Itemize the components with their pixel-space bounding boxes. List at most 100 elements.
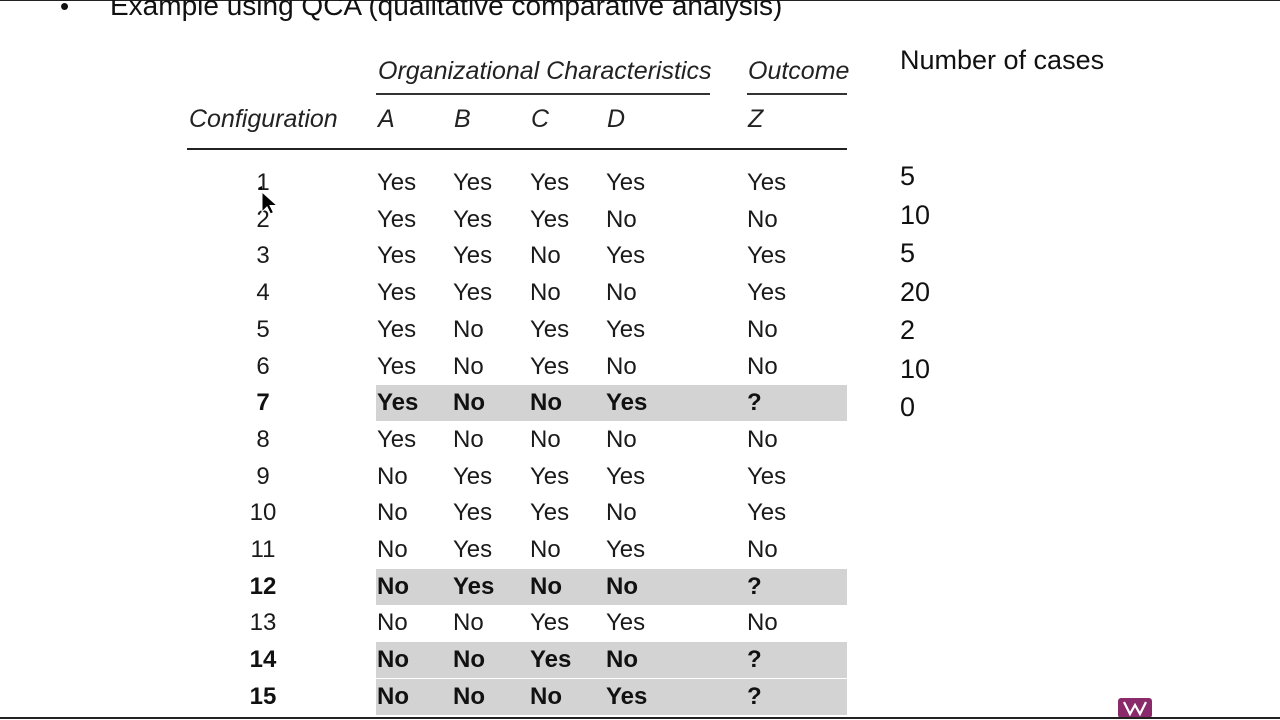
- cell-z: No: [747, 609, 778, 636]
- column-header-z: Z: [748, 105, 764, 133]
- column-header-d: D: [607, 105, 626, 133]
- cell-b: Yes: [453, 499, 493, 526]
- case-count: 10: [900, 200, 931, 230]
- cell-d: No: [606, 426, 637, 453]
- table-row: 12 No Yes No No?: [0, 569, 1280, 605]
- cell-d: Yes: [606, 316, 646, 343]
- group-header-underline: [376, 93, 710, 95]
- cell-b: No: [453, 426, 484, 453]
- cell-z: Yes: [747, 242, 787, 269]
- cell-b: No: [453, 646, 485, 673]
- cell-d: No: [606, 353, 637, 380]
- cell-a: No: [377, 646, 409, 673]
- cell-b: Yes: [453, 536, 493, 563]
- cell-c: Yes: [530, 206, 570, 233]
- cell-c: No: [530, 683, 562, 710]
- cell-a: No: [377, 499, 408, 526]
- case-count: 2: [900, 315, 916, 345]
- cell-a: Yes: [377, 242, 417, 269]
- cell-configuration: 15: [249, 683, 277, 710]
- cell-configuration: 14: [249, 646, 277, 673]
- cell-c: No: [530, 426, 561, 453]
- cell-c: Yes: [530, 463, 570, 490]
- row-highlight: [376, 642, 847, 678]
- bullet-glyph: •: [60, 0, 70, 21]
- cell-d: Yes: [606, 536, 646, 563]
- cell-configuration: 4: [256, 279, 270, 306]
- cell-a: Yes: [377, 389, 419, 416]
- table-row: 7 Yes No No Yes?: [0, 385, 1280, 421]
- column-header-configuration: Configuration: [189, 105, 338, 133]
- cell-a: No: [377, 573, 409, 600]
- cell-b: No: [453, 353, 484, 380]
- cell-d: Yes: [606, 242, 646, 269]
- slide-top-border: [0, 0, 1280, 1]
- cell-b: Yes: [453, 242, 493, 269]
- move-cursor-icon: [258, 186, 279, 215]
- column-header-b: B: [454, 105, 471, 133]
- cell-configuration: 11: [250, 536, 276, 563]
- cell-configuration: 8: [256, 426, 270, 453]
- cell-c: Yes: [530, 499, 570, 526]
- cell-z: ?: [747, 646, 762, 673]
- cell-b: No: [453, 683, 485, 710]
- case-count: 5: [900, 161, 916, 191]
- cell-a: No: [377, 609, 408, 636]
- row-highlight: [376, 679, 847, 715]
- cell-z: No: [747, 353, 778, 380]
- cell-a: Yes: [377, 206, 417, 233]
- cell-d: No: [606, 573, 638, 600]
- cell-configuration: 9: [256, 463, 270, 490]
- cell-c: No: [530, 573, 562, 600]
- cell-configuration: 5: [256, 316, 270, 343]
- cell-b: No: [453, 316, 484, 343]
- cell-c: Yes: [530, 169, 570, 196]
- slide-bottom-border: [0, 717, 1280, 719]
- cell-d: Yes: [606, 683, 648, 710]
- cell-b: Yes: [453, 169, 493, 196]
- cell-b: Yes: [453, 279, 493, 306]
- cases-title: Number of cases: [900, 45, 1105, 75]
- cell-z: No: [747, 206, 778, 233]
- case-count: 0: [900, 392, 916, 422]
- case-count: 5: [900, 238, 916, 268]
- table-row: 11 No Yes No Yes No: [0, 532, 1280, 568]
- cell-z: Yes: [747, 169, 787, 196]
- cell-d: Yes: [606, 463, 646, 490]
- cell-d: No: [606, 279, 637, 306]
- slide-heading: Example using QCA (qualitative comparati…: [110, 0, 783, 21]
- table-row: 15 No No No Yes?: [0, 679, 1280, 715]
- table-row: 13 No No Yes Yes No: [0, 605, 1280, 641]
- cell-b: Yes: [453, 463, 493, 490]
- group-header-outcome: Outcome: [748, 57, 850, 85]
- cell-configuration: 13: [249, 609, 277, 636]
- table-row: 8 Yes No No No No: [0, 422, 1280, 458]
- cell-a: No: [377, 463, 408, 490]
- cell-z: No: [747, 316, 778, 343]
- cell-configuration: 6: [256, 353, 270, 380]
- app-logo-icon: [1118, 698, 1152, 718]
- cell-z: ?: [747, 389, 762, 416]
- outcome-header-underline: [747, 93, 847, 95]
- table-row: 9 No Yes Yes Yes Yes: [0, 459, 1280, 495]
- table-row: 14 No No Yes No?: [0, 642, 1280, 678]
- column-header-c: C: [531, 105, 550, 133]
- cell-a: Yes: [377, 353, 417, 380]
- cell-c: No: [530, 389, 562, 416]
- cell-a: No: [377, 683, 409, 710]
- table-row: 3 Yes Yes No Yes Yes: [0, 238, 1280, 274]
- case-count: 10: [900, 354, 931, 384]
- cell-b: Yes: [453, 573, 495, 600]
- cell-configuration: 12: [249, 573, 277, 600]
- column-header-a: A: [378, 105, 395, 133]
- cell-d: Yes: [606, 609, 646, 636]
- row-highlight: [376, 385, 847, 421]
- table-row: 4 Yes Yes No No Yes: [0, 275, 1280, 311]
- cell-configuration: 1: [256, 169, 270, 196]
- cell-z: ?: [747, 573, 762, 600]
- cell-d: No: [606, 206, 637, 233]
- cell-configuration: 3: [256, 242, 270, 269]
- group-header-organizational: Organizational Characteristics: [378, 57, 712, 85]
- table-row: 6 Yes No Yes No No: [0, 349, 1280, 385]
- cell-c: Yes: [530, 353, 570, 380]
